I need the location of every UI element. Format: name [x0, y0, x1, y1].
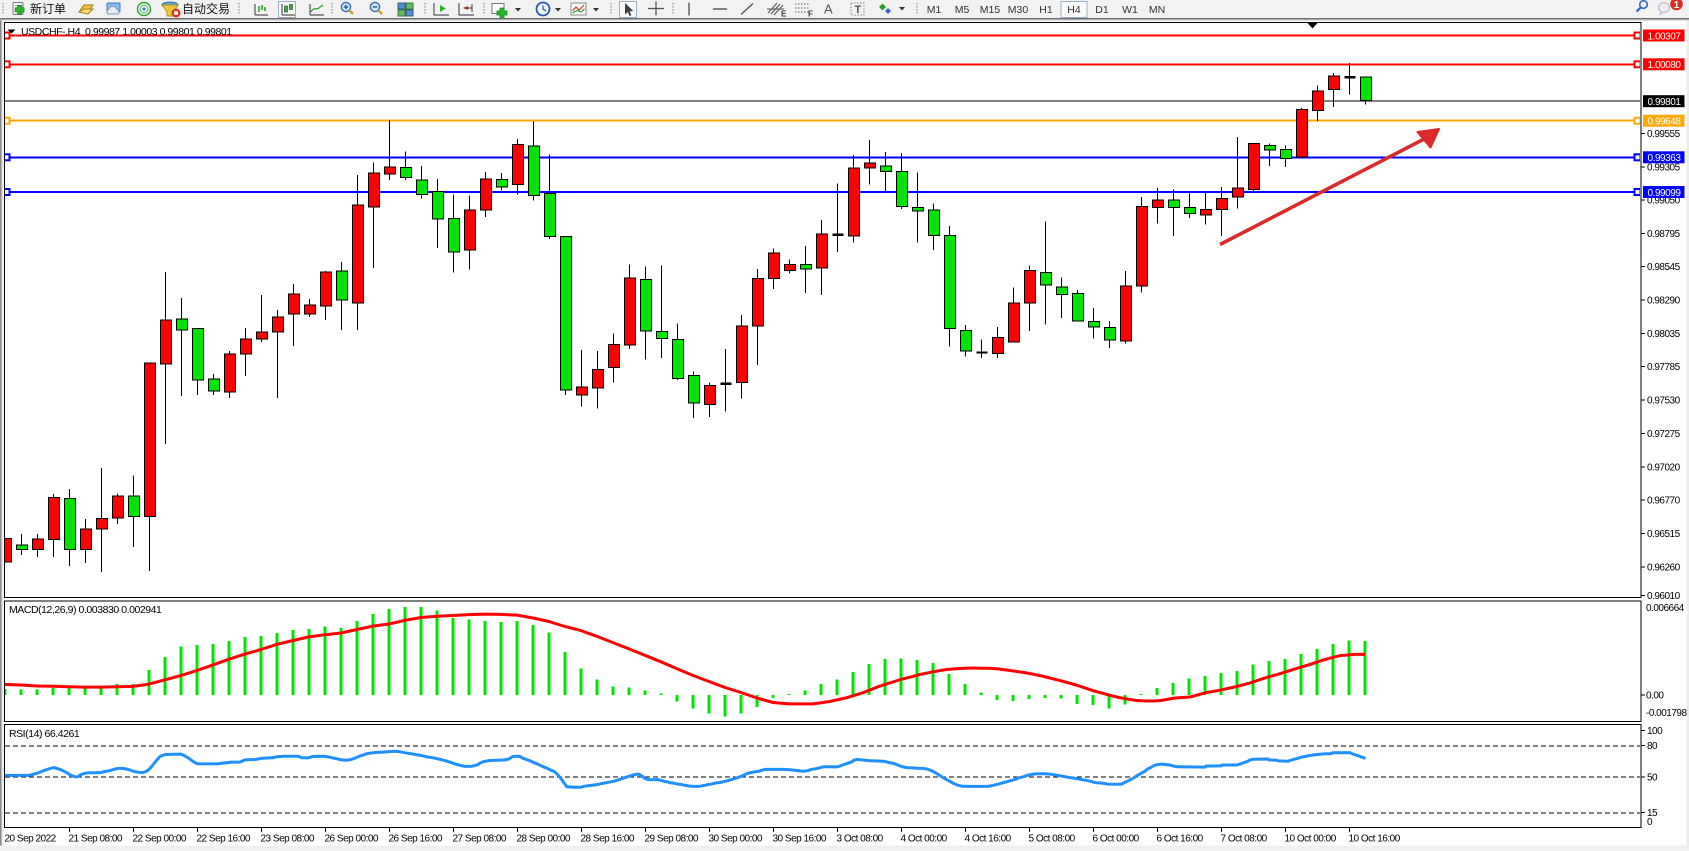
svg-text:22 Sep 00:00: 22 Sep 00:00 [133, 834, 187, 845]
svg-text:F: F [808, 10, 813, 19]
svg-text:30 Sep 00:00: 30 Sep 00:00 [709, 834, 763, 845]
svg-text:1.00080: 1.00080 [1648, 60, 1682, 71]
svg-text:0.99648: 0.99648 [1648, 117, 1682, 128]
svg-text:H1: H1 [1039, 4, 1053, 16]
svg-text:0.99099: 0.99099 [1648, 188, 1682, 199]
svg-text:D1: D1 [1095, 4, 1109, 16]
svg-text:7 Oct 08:00: 7 Oct 08:00 [1221, 834, 1268, 845]
svg-text:0.98545: 0.98545 [1647, 262, 1681, 273]
svg-text:4 Oct 16:00: 4 Oct 16:00 [965, 834, 1012, 845]
svg-text:RSI(14) 66.4261: RSI(14) 66.4261 [9, 728, 80, 740]
svg-text:0.98035: 0.98035 [1647, 329, 1681, 340]
svg-text:100: 100 [1647, 726, 1663, 737]
svg-text:29 Sep 08:00: 29 Sep 08:00 [645, 834, 699, 845]
svg-text:T: T [855, 4, 862, 16]
svg-text:27 Sep 08:00: 27 Sep 08:00 [453, 834, 507, 845]
svg-text:4 Oct 00:00: 4 Oct 00:00 [901, 834, 948, 845]
svg-text:1.00307: 1.00307 [1648, 31, 1682, 42]
svg-text:10 Oct 00:00: 10 Oct 00:00 [1285, 834, 1337, 845]
svg-text:0.00: 0.00 [1646, 691, 1664, 702]
svg-text:0.99363: 0.99363 [1648, 153, 1682, 164]
svg-text:0.99555: 0.99555 [1647, 129, 1681, 140]
svg-text:A: A [824, 2, 833, 17]
svg-text:50: 50 [1647, 773, 1658, 784]
svg-text:3 Oct 08:00: 3 Oct 08:00 [837, 834, 884, 845]
svg-text:M30: M30 [1008, 4, 1029, 16]
svg-text:22 Sep 16:00: 22 Sep 16:00 [197, 834, 251, 845]
svg-text:-0.001798: -0.001798 [1646, 708, 1687, 719]
svg-text:M5: M5 [955, 4, 970, 16]
svg-text:28 Sep 16:00: 28 Sep 16:00 [581, 834, 635, 845]
svg-text:6 Oct 16:00: 6 Oct 16:00 [1157, 834, 1204, 845]
svg-text:23 Sep 08:00: 23 Sep 08:00 [261, 834, 315, 845]
svg-text:0.97020: 0.97020 [1647, 462, 1681, 473]
svg-text:5 Oct 08:00: 5 Oct 08:00 [1029, 834, 1076, 845]
svg-text:0.99305: 0.99305 [1647, 163, 1681, 174]
svg-text:26 Sep 16:00: 26 Sep 16:00 [389, 834, 443, 845]
svg-text:E: E [781, 10, 787, 19]
svg-text:0.96010: 0.96010 [1647, 591, 1681, 602]
svg-text:USDCHF-,H4 0.99987 1.00003 0.: USDCHF-,H4 0.99987 1.00003 0.99801 0.998… [21, 26, 232, 38]
svg-text:W1: W1 [1122, 4, 1138, 16]
svg-text:0.99050: 0.99050 [1647, 196, 1681, 207]
svg-text:21 Sep 08:00: 21 Sep 08:00 [69, 834, 123, 845]
svg-text:0.96515: 0.96515 [1647, 529, 1681, 540]
svg-text:新订单: 新订单 [30, 1, 66, 16]
svg-text:自动交易: 自动交易 [182, 1, 230, 16]
svg-text:30 Sep 16:00: 30 Sep 16:00 [773, 834, 827, 845]
svg-text:H4: H4 [1067, 4, 1081, 16]
svg-text:0.98795: 0.98795 [1647, 229, 1681, 240]
svg-text:0.99801: 0.99801 [1648, 97, 1682, 108]
svg-text:1: 1 [1674, 0, 1680, 11]
svg-text:0.98290: 0.98290 [1647, 296, 1681, 307]
svg-text:M1: M1 [927, 4, 942, 16]
svg-text:0.006664: 0.006664 [1646, 603, 1685, 614]
svg-text:20 Sep 2022: 20 Sep 2022 [5, 834, 57, 845]
svg-text:0.97530: 0.97530 [1647, 395, 1681, 406]
svg-text:MACD(12,26,9) 0.003830 0.00294: MACD(12,26,9) 0.003830 0.002941 [9, 604, 162, 616]
svg-text:0.96770: 0.96770 [1647, 495, 1681, 506]
svg-text:M15: M15 [980, 4, 1001, 16]
svg-text:0.97275: 0.97275 [1647, 429, 1681, 440]
svg-text:28 Sep 00:00: 28 Sep 00:00 [517, 834, 571, 845]
svg-text:10 Oct 16:00: 10 Oct 16:00 [1349, 834, 1401, 845]
svg-text:0.97785: 0.97785 [1647, 362, 1681, 373]
svg-text:26 Sep 00:00: 26 Sep 00:00 [325, 834, 379, 845]
svg-text:15: 15 [1647, 808, 1658, 819]
svg-text:6 Oct 00:00: 6 Oct 00:00 [1093, 834, 1140, 845]
svg-text:0: 0 [1647, 817, 1653, 828]
svg-text:MN: MN [1149, 4, 1165, 16]
svg-text:0.96260: 0.96260 [1647, 562, 1681, 573]
svg-text:80: 80 [1647, 741, 1658, 752]
